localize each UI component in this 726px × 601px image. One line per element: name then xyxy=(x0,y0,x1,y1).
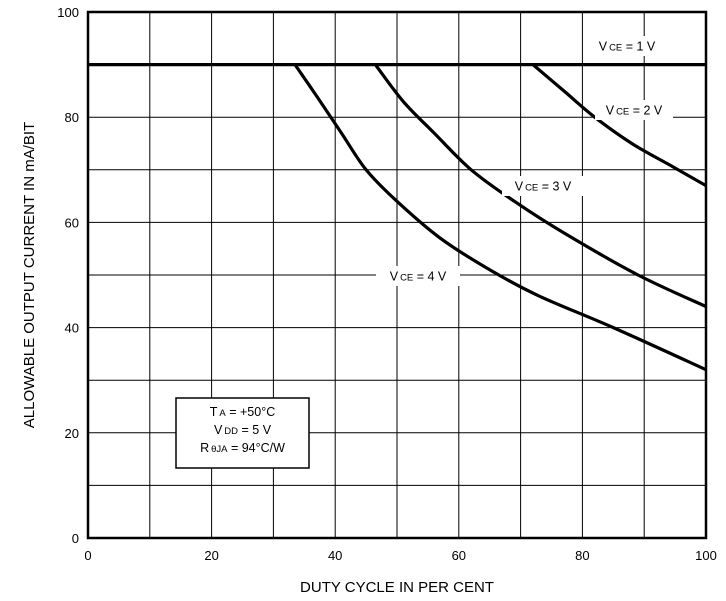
x-axis-label: DUTY CYCLE IN PER CENT xyxy=(300,579,494,596)
series-label-3: V CE = 3 V xyxy=(502,176,584,196)
condition-line-2: V DD = 5 V xyxy=(214,423,272,437)
x-tick-label: 0 xyxy=(84,548,91,563)
tick-labels: 0 20 40 60 80 100 0 20 40 60 80 100 xyxy=(57,5,717,563)
plot-frame xyxy=(86,10,708,540)
svg-text:VCE = 4 V: V CE = 4 V xyxy=(390,270,447,284)
svg-text:VCE = 3 V: V CE = 3 V xyxy=(515,180,572,194)
svg-text:VCE = 2 V: V CE = 2 V xyxy=(606,104,663,118)
series-labels: V CE = 1 V V CE = 2 V V CE = 3 V V CE = 4 V xyxy=(376,36,673,286)
x-tick-label: 60 xyxy=(452,548,466,563)
conditions-box-frame xyxy=(175,397,310,469)
y-tick-label: 60 xyxy=(65,215,79,230)
y-axis-label: ALLOWABLE OUTPUT CURRENT IN mA/BIT xyxy=(21,122,38,428)
series-line-2 xyxy=(531,63,707,187)
y-tick-label: 40 xyxy=(65,321,79,336)
y-tick-label: 80 xyxy=(65,110,79,125)
series-lines xyxy=(88,62,707,372)
series-label-1: V CE = 1 V xyxy=(586,36,668,56)
series-label-4: V CE = 4 V xyxy=(376,266,460,286)
svg-text:VCE = 1 V: V CE = 1 V xyxy=(599,40,656,54)
x-tick-label: 100 xyxy=(695,548,717,563)
series-line-3 xyxy=(374,63,707,309)
series-label-2: V CE = 2 V xyxy=(595,100,673,120)
y-tick-label: 0 xyxy=(72,531,79,546)
x-tick-label: 20 xyxy=(204,548,218,563)
y-tick-label: 100 xyxy=(57,5,79,20)
series-line-4 xyxy=(293,63,707,372)
y-tick-label: 20 xyxy=(65,426,79,441)
x-tick-label: 80 xyxy=(575,548,589,563)
x-tick-label: 40 xyxy=(328,548,342,563)
